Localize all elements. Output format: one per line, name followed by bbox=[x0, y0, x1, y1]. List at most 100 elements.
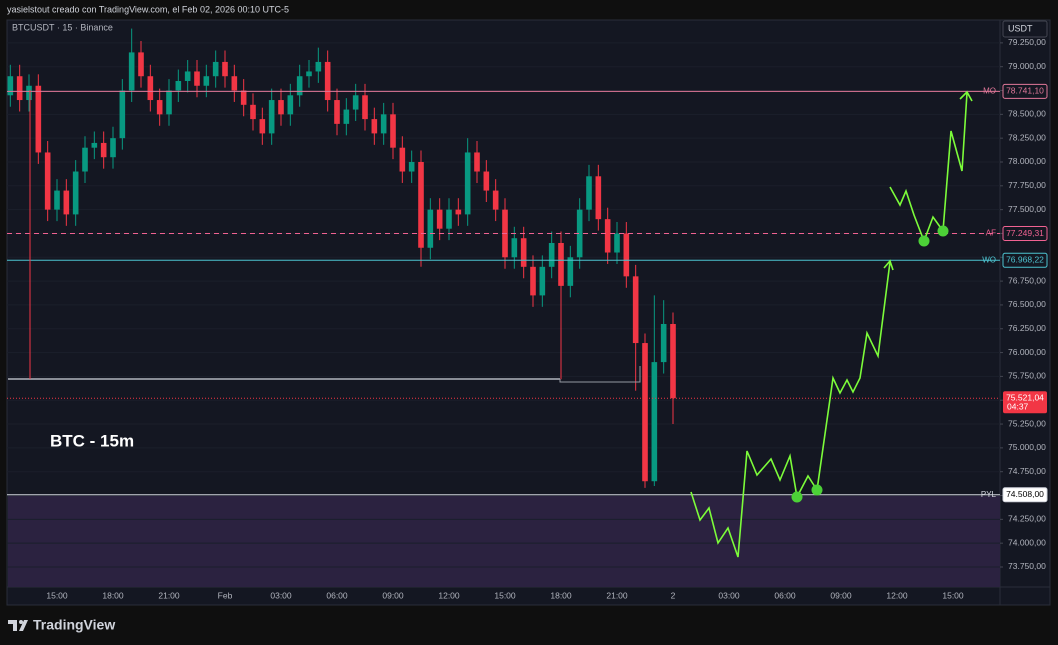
x-tick-label: 2 bbox=[671, 590, 676, 600]
candle-body bbox=[147, 76, 154, 101]
y-tick-label: 73.750,00 bbox=[1008, 561, 1046, 571]
candle-body bbox=[380, 114, 387, 134]
candle-body bbox=[194, 71, 200, 86]
brand: TradingView bbox=[33, 617, 115, 633]
candle-body bbox=[91, 142, 98, 148]
candle-body bbox=[334, 100, 340, 124]
forecast-point bbox=[918, 235, 930, 247]
forecast-arrow bbox=[883, 259, 894, 271]
candle-body bbox=[26, 85, 32, 101]
candle-body bbox=[670, 323, 676, 399]
candle-body bbox=[539, 266, 546, 296]
x-tick-label: 15:00 bbox=[942, 590, 964, 600]
candle-body bbox=[119, 90, 126, 139]
candle-body bbox=[446, 209, 452, 229]
candle-body bbox=[399, 147, 406, 172]
x-tick-label: 09:00 bbox=[830, 590, 852, 600]
y-tick-label: 78.000,00 bbox=[1008, 156, 1046, 166]
y-tick-label: 77.750,00 bbox=[1008, 180, 1046, 190]
candle-body bbox=[184, 71, 191, 81]
forecast-point bbox=[937, 225, 949, 237]
x-tick-label: 09:00 bbox=[382, 590, 404, 600]
candle-body bbox=[660, 323, 667, 363]
candle-body bbox=[315, 61, 322, 72]
forecast-point bbox=[791, 491, 803, 503]
candle-body bbox=[576, 209, 583, 258]
level-label: 78.741,10 bbox=[1006, 86, 1044, 96]
candle-body bbox=[138, 52, 144, 77]
level-name: WO bbox=[982, 255, 996, 264]
candle-body bbox=[306, 71, 312, 77]
y-tick-label: 78.250,00 bbox=[1008, 132, 1046, 142]
candle-body bbox=[110, 138, 116, 158]
candle-body bbox=[548, 242, 555, 267]
last-price-label: 75.521,04 bbox=[1006, 392, 1044, 402]
x-tick-label: 12:00 bbox=[886, 590, 908, 600]
y-tick-label: 74.250,00 bbox=[1008, 514, 1046, 524]
forecast-path bbox=[889, 92, 968, 244]
candle-body bbox=[268, 100, 275, 134]
candle-body bbox=[436, 209, 443, 229]
y-tick-label: 79.000,00 bbox=[1008, 61, 1046, 71]
candle-body bbox=[604, 219, 611, 253]
level-name: AF bbox=[986, 229, 996, 238]
candle-body bbox=[418, 161, 424, 248]
last-price-box bbox=[1003, 391, 1047, 414]
candle-body bbox=[82, 147, 88, 172]
candle-body bbox=[371, 119, 378, 134]
candle-body bbox=[16, 76, 23, 101]
zone bbox=[8, 494, 1000, 587]
drawn-line bbox=[559, 366, 641, 383]
candle-body bbox=[390, 114, 396, 148]
candle-body bbox=[44, 152, 51, 210]
candle-body bbox=[614, 233, 620, 253]
candle-body bbox=[222, 61, 228, 77]
candle-body bbox=[530, 266, 536, 296]
candle-body bbox=[63, 190, 70, 215]
level-label-box bbox=[1002, 487, 1048, 503]
level-name: PYL bbox=[981, 490, 997, 499]
y-tick-label: 76.000,00 bbox=[1008, 347, 1046, 357]
candle-body bbox=[250, 104, 256, 120]
candle-body bbox=[324, 61, 331, 101]
candle-body bbox=[520, 238, 527, 267]
candle-body bbox=[492, 190, 499, 210]
candle-body bbox=[474, 152, 480, 172]
candle-body bbox=[464, 152, 471, 215]
candle-body bbox=[352, 95, 359, 110]
x-tick-label: 12:00 bbox=[438, 590, 460, 600]
y-tick-label: 78.500,00 bbox=[1008, 109, 1046, 119]
level-label: 77.249,31 bbox=[1006, 228, 1044, 238]
x-tick-label: 18:00 bbox=[102, 590, 124, 600]
caption: yasielstout creado con TradingView.com, … bbox=[7, 4, 289, 14]
x-tick-label: 15:00 bbox=[494, 590, 516, 600]
candle-body bbox=[212, 61, 219, 77]
y-tick-label: 76.500,00 bbox=[1008, 299, 1046, 309]
y-tick-label: 75.250,00 bbox=[1008, 418, 1046, 428]
candle-body bbox=[567, 257, 574, 286]
candle-body bbox=[483, 171, 490, 191]
candle-body bbox=[651, 362, 658, 482]
x-tick-label: Feb bbox=[218, 590, 233, 600]
candle-body bbox=[278, 100, 284, 115]
y-tick-label: 77.500,00 bbox=[1008, 204, 1046, 214]
x-tick-label: 21:00 bbox=[606, 590, 628, 600]
x-tick-label: 15:00 bbox=[46, 590, 68, 600]
candle-body bbox=[259, 119, 266, 134]
symbol-info: BTCUSDT · 15 · Binance bbox=[12, 22, 113, 32]
y-tick-label: 75.000,00 bbox=[1008, 442, 1046, 452]
candle-body bbox=[642, 343, 648, 482]
candle-body bbox=[586, 176, 592, 210]
candle-body bbox=[595, 176, 602, 220]
candle-body bbox=[558, 242, 564, 286]
level-label: 76.968,22 bbox=[1006, 255, 1044, 265]
y-tick-label: 79.250,00 bbox=[1008, 37, 1046, 47]
candle-body bbox=[54, 190, 60, 210]
y-tick-label: 74.750,00 bbox=[1008, 466, 1046, 476]
x-tick-label: 06:00 bbox=[326, 590, 348, 600]
candle-body bbox=[175, 80, 182, 91]
candle-body bbox=[287, 95, 294, 115]
x-tick-label: 21:00 bbox=[158, 590, 180, 600]
y-tick-label: 74.000,00 bbox=[1008, 537, 1046, 547]
